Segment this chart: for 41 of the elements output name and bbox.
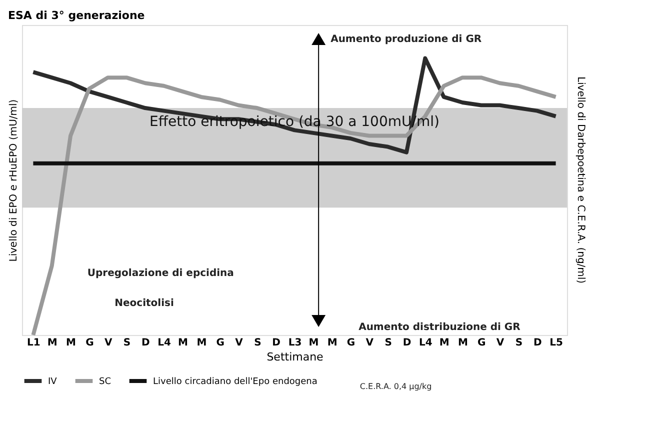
x-tick-label: L4: [158, 338, 172, 348]
x-tick-label: G: [216, 338, 224, 348]
x-tick-label: M: [66, 338, 76, 348]
y-axis-title: Livello di EPO e rHuEPO (mU/ml): [8, 99, 20, 262]
x-tick-label: L1: [27, 338, 40, 348]
text: Aumento produzione di GR: [330, 34, 482, 45]
x-tick-label: M: [47, 338, 58, 348]
x-tick-label: M: [439, 338, 450, 348]
x-tick-label: D: [272, 338, 280, 348]
x-tick-label: D: [402, 338, 412, 348]
annotation: Aumento distribuzione di GR: [358, 322, 521, 333]
x-tick-label: M: [327, 338, 338, 348]
x-axis-title: Settimane: [266, 350, 324, 364]
text: C.E.R.A. 0,4 µg/kg: [360, 382, 432, 391]
chart-title: ESA di 3° generazione: [8, 9, 145, 22]
x-tick-label: V: [235, 338, 244, 348]
x-tick-label: M: [196, 338, 207, 348]
x-tick-label: V: [104, 338, 112, 348]
annotation: Neocitolisi: [114, 298, 174, 309]
x-tick-label: S: [123, 338, 131, 348]
x-tick-label: G: [478, 338, 486, 348]
x-tick-label: S: [254, 338, 262, 348]
legend-label: IV: [48, 377, 58, 387]
annotation: Upregolazione di epcidina: [87, 268, 234, 279]
x-tick-label: S: [515, 338, 523, 348]
x-tick-label: L4: [418, 338, 432, 348]
x-tick-label: D: [533, 338, 542, 348]
legend-label: Livello circadiano dell'Epo endogena: [153, 377, 318, 387]
y2-axis-title: Livello di Darbepoetina e C.E.R.A. (ng/ml): [575, 76, 586, 284]
x-tick-label: L3: [288, 338, 302, 348]
x-tick-label: M: [308, 338, 319, 348]
x-tick-label: D: [142, 338, 150, 348]
x-tick-label: V: [366, 338, 374, 348]
x-tick-label: L5: [550, 338, 563, 348]
legend-label: SC: [99, 377, 111, 387]
x-tick-label: S: [384, 338, 392, 348]
x-tick-label: M: [178, 338, 188, 348]
x-tick-label: G: [86, 338, 94, 348]
x-tick-label: V: [496, 338, 504, 348]
x-tick-label: M: [458, 338, 468, 348]
x-tick-label: G: [346, 338, 356, 348]
